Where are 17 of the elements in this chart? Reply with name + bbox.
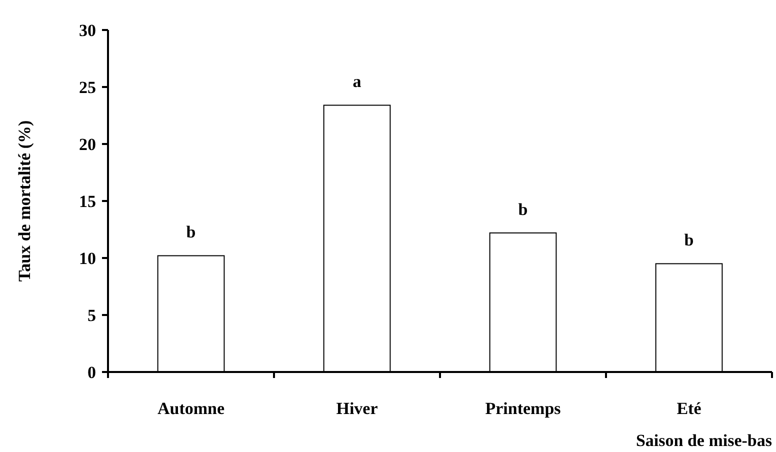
- annotation: a: [352, 72, 362, 92]
- x-tick-label: Eté: [676, 399, 702, 418]
- y-axis-title: Taux de mortalité (%): [15, 120, 34, 282]
- y-tick-label: 0: [88, 362, 96, 382]
- y-tick-label: 20: [79, 134, 96, 154]
- y-tick-label: 10: [79, 248, 96, 268]
- annotation: b: [186, 222, 196, 242]
- annotation: b: [684, 230, 694, 250]
- x-axis-title: Saison de mise-bas: [636, 431, 772, 450]
- x-tick-label: Hiver: [336, 399, 378, 418]
- annotation: b: [518, 200, 528, 219]
- y-tick-label: 25: [79, 78, 96, 97]
- y-tick-label: 15: [79, 192, 96, 211]
- x-tick-label: Printemps: [485, 399, 562, 418]
- y-tick-label: 30: [79, 20, 96, 40]
- y-tick-label: 5: [88, 306, 96, 325]
- x-tick-label: Automne: [157, 399, 225, 418]
